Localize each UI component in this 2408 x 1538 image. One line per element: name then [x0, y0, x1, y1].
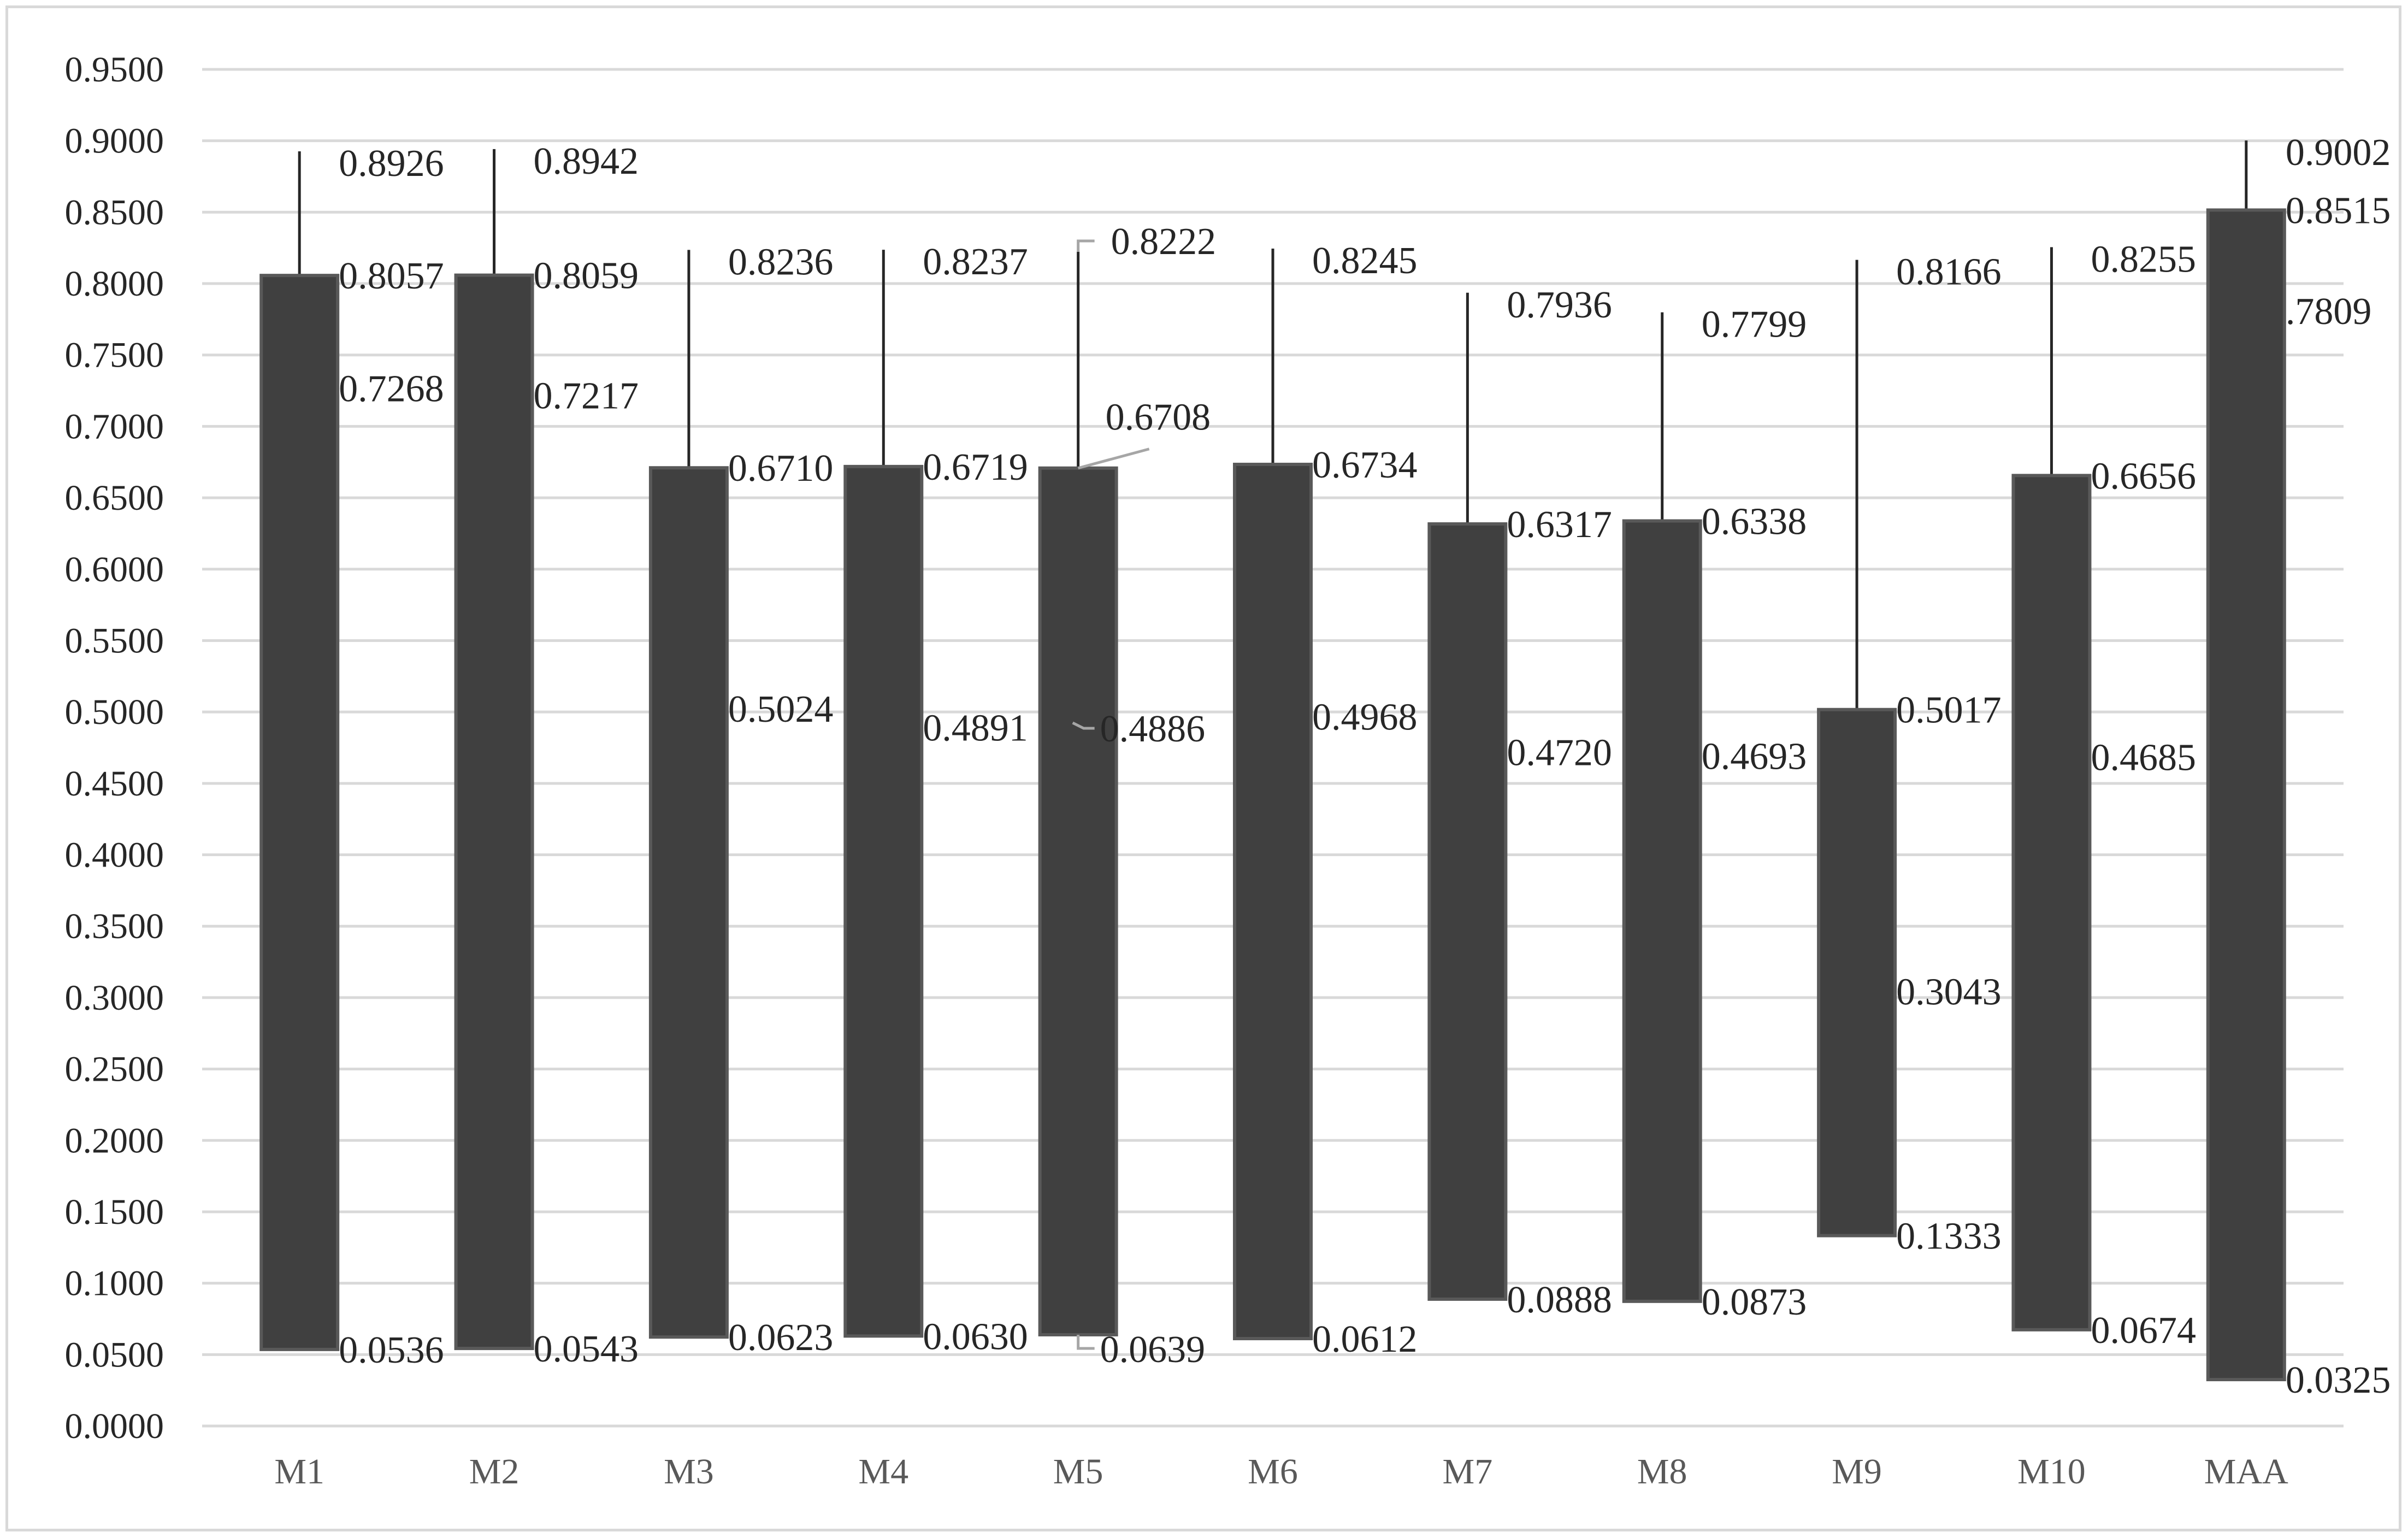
y-tick-label: 0.5000 — [65, 692, 164, 732]
candle-box — [2011, 474, 2092, 1331]
y-tick-label: 0.3500 — [65, 906, 164, 946]
candle-box — [1622, 519, 1702, 1303]
data-label-high: 0.8245 — [1312, 240, 1418, 282]
data-label-high: 0.8166 — [1896, 251, 2002, 293]
data-label-bottom: 0.0543 — [534, 1328, 639, 1370]
data-label-top: 0.6317 — [1507, 504, 1612, 546]
data-label-top: 0.6734 — [1312, 444, 1418, 486]
chart-frame: 0.0000 0.0500 0.1000 0.1500 0.2000 0.2500 0.30… — [5, 5, 2401, 1531]
data-label-high: 0.8255 — [2091, 238, 2196, 280]
data-label-high: 0.8222 — [1111, 221, 1216, 263]
x-category-label: M8 — [1637, 1452, 1687, 1492]
data-label-bottom: 0.1333 — [1896, 1216, 2002, 1258]
leader-line — [1077, 447, 1150, 470]
y-tick-label: 0.7500 — [65, 335, 164, 375]
y-tick-label: 0.1000 — [65, 1264, 164, 1304]
y-tick-label: 0.8500 — [65, 192, 164, 232]
candle-box — [1427, 522, 1508, 1301]
data-label-bottom: 0.0623 — [728, 1317, 834, 1359]
data-label-bottom: 0.0630 — [923, 1316, 1028, 1358]
data-label-high: 0.7936 — [1507, 284, 1612, 326]
data-label-bottom: 0.0639 — [1100, 1329, 1205, 1371]
y-tick-label: 0.0000 — [65, 1406, 164, 1446]
data-label-top: 0.8059 — [534, 255, 639, 297]
y-tick-label: 0.5500 — [65, 621, 164, 661]
x-category-label: M6 — [1248, 1452, 1298, 1492]
data-label-bottom: 0.0888 — [1507, 1279, 1612, 1321]
data-label-mid: 0.4693 — [1702, 735, 1807, 777]
candle-box — [1817, 708, 1897, 1238]
data-label-top: 0.6708 — [1106, 397, 1211, 439]
data-label-top: 0.6710 — [728, 447, 834, 490]
data-label-top: 0.6656 — [2091, 455, 2196, 497]
y-tick-label: 0.3000 — [65, 978, 164, 1018]
x-category-label: M5 — [1053, 1452, 1103, 1492]
data-label-mid: 0.5024 — [728, 688, 834, 730]
leader-line — [1077, 239, 1095, 252]
candlestick-chart: 0.0000 0.0500 0.1000 0.1500 0.2000 0.2500 0.30… — [65, 50, 2391, 1492]
data-label-mid: 0.4886 — [1100, 708, 1205, 750]
data-label-top: 0.6338 — [1702, 500, 1807, 543]
x-category-label: M2 — [469, 1452, 520, 1492]
data-label-bottom: 0.0536 — [339, 1329, 444, 1371]
x-category-label: M7 — [1443, 1452, 1493, 1492]
data-label-mid: .7809 — [2286, 291, 2372, 333]
data-label-mid: 0.4968 — [1312, 697, 1418, 739]
data-label-mid: 0.7217 — [534, 375, 639, 417]
data-label-top: 0.8515 — [2286, 190, 2391, 232]
data-label-mid: 0.7268 — [339, 368, 444, 410]
data-label-high: 0.8237 — [923, 241, 1028, 283]
y-tick-label: 0.8000 — [65, 264, 164, 304]
candle-box — [648, 466, 729, 1339]
data-label-high: 0.8926 — [339, 143, 444, 185]
y-tick-label: 0.1500 — [65, 1192, 164, 1232]
x-category-label: M3 — [664, 1452, 714, 1492]
x-category-label: M4 — [858, 1452, 908, 1492]
candle-box — [259, 274, 340, 1351]
x-category-label: MAA — [2204, 1452, 2288, 1492]
candle-box — [843, 464, 924, 1338]
y-tick-label: 0.4500 — [65, 764, 164, 804]
data-label-mid: 0.3043 — [1896, 971, 2002, 1013]
y-tick-label: 0.6500 — [65, 478, 164, 518]
data-label-high: 0.8942 — [534, 140, 639, 182]
data-label-high: 0.7799 — [1702, 304, 1807, 346]
y-tick-label: 0.9000 — [65, 121, 164, 161]
data-label-top: 0.6719 — [923, 446, 1028, 488]
data-label-bottom: 0.0674 — [2091, 1310, 2196, 1352]
candle-box — [454, 273, 534, 1351]
data-label-high: 0.8236 — [728, 241, 834, 283]
candle-box — [1038, 466, 1118, 1336]
x-category-label: M1 — [274, 1452, 324, 1492]
leader-line — [1072, 721, 1095, 730]
x-category-label: M10 — [2017, 1452, 2086, 1492]
y-tick-label: 0.9500 — [65, 50, 164, 90]
y-tick-label: 0.0500 — [65, 1335, 164, 1375]
data-label-mid: 0.4720 — [1507, 732, 1612, 774]
candle-box — [1233, 462, 1313, 1341]
y-tick-label: 0.4000 — [65, 835, 164, 875]
data-label-bottom: 0.0873 — [1702, 1281, 1807, 1323]
data-label-mid: 0.4891 — [923, 708, 1028, 750]
data-label-bottom: 0.0612 — [1312, 1318, 1418, 1360]
data-label-mid: 0.4685 — [2091, 736, 2196, 779]
data-label-top: 0.8057 — [339, 255, 444, 297]
y-tick-label: 0.6000 — [65, 550, 164, 590]
y-tick-label: 0.2000 — [65, 1121, 164, 1160]
data-label-top: 0.5017 — [1896, 690, 2002, 732]
y-tick-label: 0.7000 — [65, 406, 164, 446]
candle-box — [2206, 208, 2286, 1382]
x-category-label: M9 — [1832, 1452, 1882, 1492]
data-label-high: 0.9002 — [2286, 132, 2391, 174]
leader-line — [1077, 1334, 1095, 1350]
y-tick-label: 0.2500 — [65, 1050, 164, 1089]
data-label-bottom: 0.0325 — [2286, 1359, 2391, 1401]
